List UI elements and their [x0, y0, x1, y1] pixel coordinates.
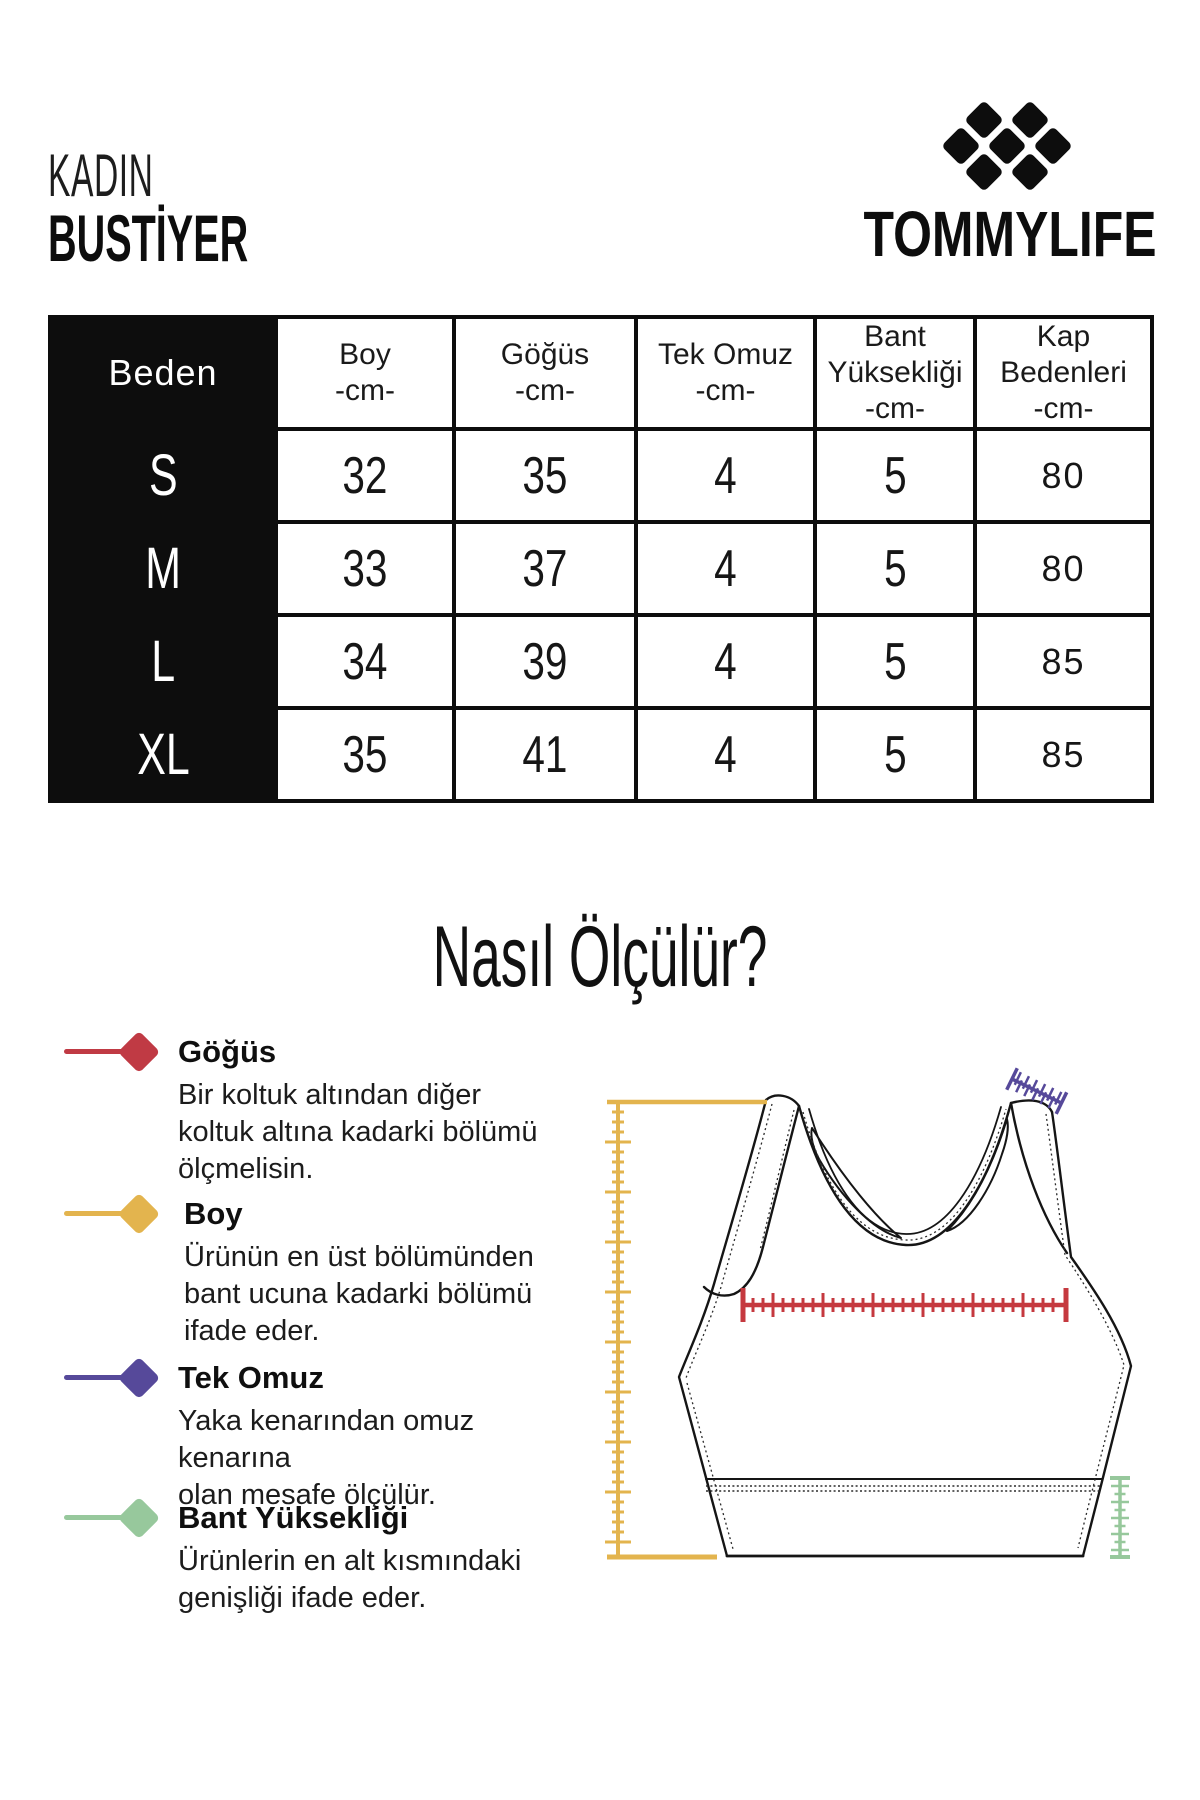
column-header-boy: Boy -cm-: [274, 315, 456, 431]
value-cell: 80: [973, 427, 1154, 524]
value-cell: 4: [634, 613, 817, 710]
table-row: M 33 37 4 5 80: [48, 520, 1154, 617]
tek-omuz-ruler: [1005, 1067, 1069, 1115]
legend-bant-yuksekligi: Bant Yüksekliği Ürünlerin en alt kısmınd…: [60, 1496, 580, 1617]
legend-title: Bant Yüksekliği: [178, 1500, 409, 1535]
value-cell: 85: [973, 613, 1154, 710]
value-cell: 85: [973, 706, 1154, 803]
value-cell: 34: [274, 613, 456, 710]
bant-diamond-icon: [60, 1496, 161, 1540]
value-cell: 5: [813, 520, 977, 617]
legend-description: Ürünlerin en alt kısmındaki genişliği if…: [178, 1545, 522, 1614]
legend-description: Yaka kenarından omuz kenarına olan mesaf…: [178, 1405, 475, 1511]
boy-ruler: [605, 1099, 767, 1560]
legend-boy: Boy Ürünün en üst bölümünden bant ucuna …: [60, 1192, 580, 1350]
gogus-diamond-icon: [60, 1030, 161, 1074]
product-name: BUSTİYER: [48, 201, 249, 275]
diamond-icon: [1033, 126, 1073, 166]
size-cell: L: [48, 613, 278, 710]
value-cell: 37: [452, 520, 638, 617]
column-header-tek-omuz: Tek Omuz -cm-: [634, 315, 817, 431]
value-cell: 4: [634, 427, 817, 524]
value-cell: 35: [274, 706, 456, 803]
value-cell: 41: [452, 706, 638, 803]
value-cell: 5: [813, 613, 977, 710]
measure-diagram: [605, 1067, 1133, 1560]
tek-omuz-diamond-icon: [60, 1356, 161, 1400]
diamond-icon: [964, 152, 1004, 192]
size-table: Beden Boy -cm- Göğüs -cm- Tek Omuz -cm- …: [48, 315, 1154, 803]
column-header-beden: Beden: [48, 315, 278, 431]
value-cell: 35: [452, 427, 638, 524]
value-cell: 33: [274, 520, 456, 617]
value-cell: 39: [452, 613, 638, 710]
value-cell: 5: [813, 706, 977, 803]
legend-description: Ürünün en üst bölümünden bant ucuna kada…: [184, 1241, 534, 1347]
legend-gogus: Göğüs Bir koltuk altından diğer koltuk a…: [60, 1030, 580, 1188]
size-cell: S: [48, 427, 278, 524]
value-cell: 4: [634, 520, 817, 617]
legend-title: Göğüs: [178, 1034, 277, 1069]
value-cell: 4: [634, 706, 817, 803]
table-row: XL 35 41 4 5 85: [48, 706, 1154, 803]
legend-tek-omuz: Tek Omuz Yaka kenarından omuz kenarına o…: [60, 1356, 580, 1514]
diamond-icon: [1010, 152, 1050, 192]
value-cell: 5: [813, 427, 977, 524]
size-cell: M: [48, 520, 278, 617]
legend-title: Tek Omuz: [178, 1360, 324, 1395]
legend-title: Boy: [184, 1196, 243, 1231]
value-cell: 32: [274, 427, 456, 524]
size-cell: XL: [48, 706, 278, 803]
sports-bra-drawing: [677, 1094, 1133, 1558]
column-header-kap-bedenleri: Kap Bedenleri -cm-: [973, 315, 1154, 431]
bant-yuksekligi-ruler: [1110, 1476, 1130, 1559]
column-header-bant-yuksekligi: Bant Yüksekliği -cm-: [813, 315, 977, 431]
boy-diamond-icon: [60, 1192, 161, 1236]
value-cell: 80: [973, 520, 1154, 617]
column-header-gogus: Göğüs -cm-: [452, 315, 638, 431]
table-row: L 34 39 4 5 85: [48, 613, 1154, 710]
table-row: S 32 35 4 5 80: [48, 427, 1154, 524]
how-to-measure-title: Nasıl Ölçülür?: [432, 909, 768, 1005]
table-header-row: Beden Boy -cm- Göğüs -cm- Tek Omuz -cm- …: [48, 315, 1154, 431]
brand-name: TOMMYLIFE: [863, 198, 1157, 270]
gogus-ruler: [740, 1288, 1069, 1322]
legend-description: Bir koltuk altından diğer koltuk altına …: [178, 1079, 538, 1185]
product-category: KADIN: [48, 142, 154, 209]
